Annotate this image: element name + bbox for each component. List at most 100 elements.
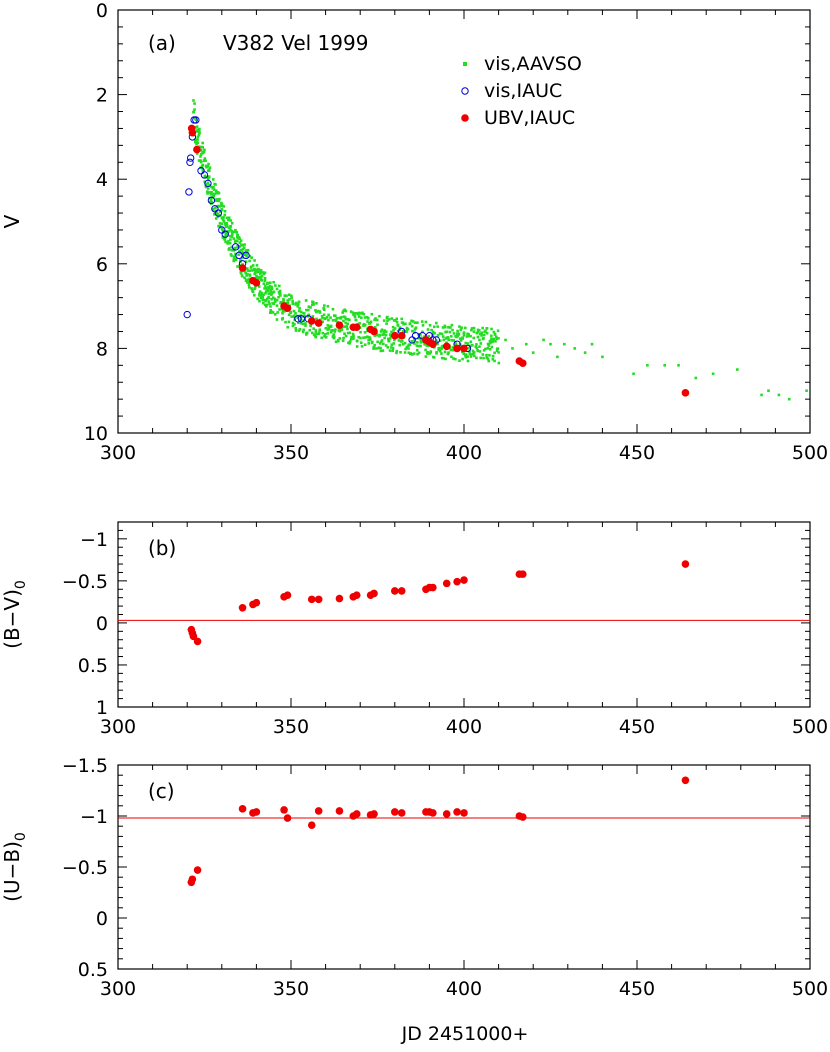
data-point [297,309,301,313]
data-point [275,318,279,321]
data-point [362,323,365,327]
data-point [260,293,263,297]
data-point [229,228,232,232]
data-point [388,337,392,340]
data-point [220,208,224,212]
data-point [223,209,227,213]
data-point [493,333,497,336]
data-point [346,322,349,326]
data-point [269,309,272,312]
data-point [411,332,420,340]
data-point [363,324,367,327]
data-point [282,299,285,302]
data-point [297,302,300,306]
data-point [334,314,337,318]
data-point [297,315,306,323]
data-point [490,327,493,331]
y-axis-label: (B−V)0 [0,580,29,649]
data-point [192,116,200,124]
data-point [322,307,325,310]
data-point [453,344,461,353]
data-point [265,287,269,291]
data-point [486,347,490,350]
x-tick-label: 500 [792,442,828,464]
data-point [399,351,402,354]
data-point [227,218,230,222]
data-point [240,244,244,247]
data-point [197,129,201,132]
data-point [444,357,447,361]
data-point [563,342,566,346]
data-point [481,353,485,356]
data-point [358,311,361,315]
y-tick-label: −1 [80,529,108,551]
data-point [461,357,464,361]
data-point [410,319,413,323]
data-point [395,351,398,355]
data-point [307,821,316,829]
data-point [196,138,199,141]
data-point [203,157,207,160]
x-tick-label: 300 [100,442,136,464]
data-point [320,336,324,340]
data-point [241,256,244,259]
data-point [281,309,285,313]
y-tick-label: −1 [80,806,108,828]
data-point [355,339,359,343]
data-point [228,234,232,238]
data-point [261,271,265,274]
data-point [411,320,415,323]
data-point [291,299,294,303]
data-point [406,327,410,331]
data-point [479,342,483,345]
data-point [221,227,224,230]
data-point [352,591,361,599]
data-point [238,244,242,248]
x-tick-label: 450 [619,978,655,1000]
data-point [232,259,236,262]
data-point [395,317,398,321]
data-point [225,225,228,229]
data-point [288,298,291,301]
data-point [328,325,331,328]
data-point [313,334,317,337]
data-point [467,334,471,338]
data-point [247,281,250,284]
data-point [363,343,367,347]
data-point [477,329,481,332]
data-point [253,267,256,271]
data-point [485,327,489,330]
data-point [384,333,388,337]
data-point [318,328,322,332]
data-point [324,335,328,339]
data-point [485,353,488,357]
data-point [496,329,500,333]
data-point [210,185,213,189]
data-point [244,260,248,263]
data-point [252,598,261,607]
data-point [269,288,273,292]
data-point [329,330,333,334]
data-point [386,346,390,349]
data-point [335,594,344,603]
data-point [314,308,317,312]
data-point [206,177,210,181]
data-point [359,341,363,345]
data-point [363,316,367,319]
data-point [348,340,352,343]
data-point [681,389,690,397]
data-point [466,342,470,345]
data-point [252,279,261,287]
data-point [444,337,448,340]
data-point [331,318,335,322]
data-point [777,393,781,397]
data-point [282,297,285,301]
data-point [352,313,355,317]
data-point [436,334,440,337]
data-point [250,287,254,290]
data-point [384,344,388,347]
data-point [444,325,447,329]
data-point [291,321,295,325]
data-point [300,315,303,319]
data-point [464,354,467,357]
